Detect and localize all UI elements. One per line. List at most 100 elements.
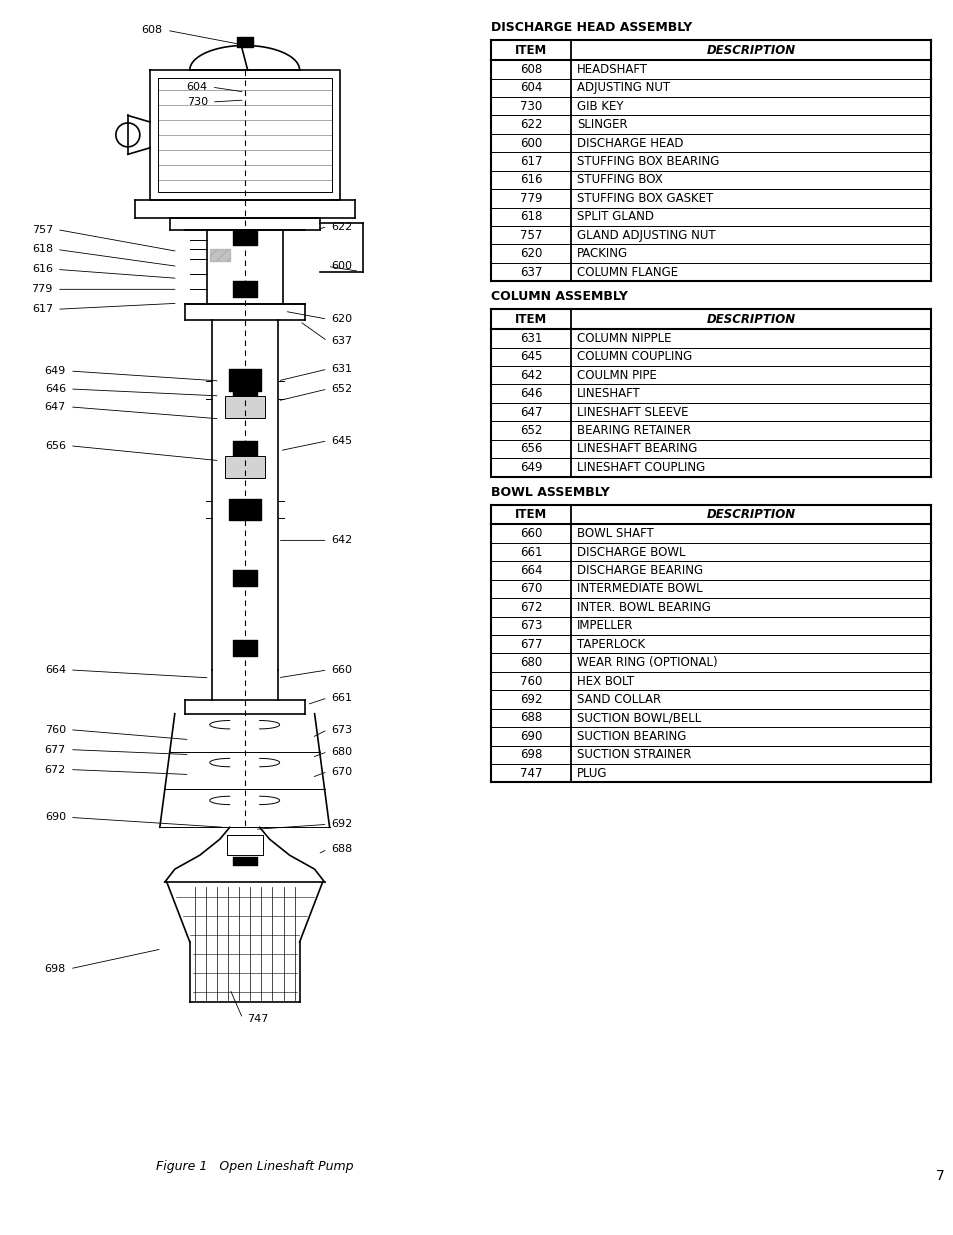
Text: 620: 620	[519, 247, 542, 261]
Text: Figure 1   Open Lineshaft Pump: Figure 1 Open Lineshaft Pump	[155, 1160, 353, 1173]
Text: SUCTION BOWL/BELL: SUCTION BOWL/BELL	[577, 711, 700, 725]
Text: 730: 730	[187, 98, 208, 107]
Text: 645: 645	[519, 351, 542, 363]
Text: 622: 622	[519, 119, 542, 131]
Text: 698: 698	[519, 748, 542, 761]
Text: 660: 660	[519, 527, 542, 540]
Text: 757: 757	[31, 225, 52, 235]
Text: 642: 642	[519, 369, 542, 382]
Text: 656: 656	[519, 442, 542, 456]
Text: BEARING RETAINER: BEARING RETAINER	[577, 424, 691, 437]
Text: DISCHARGE HEAD: DISCHARGE HEAD	[577, 137, 683, 149]
Text: LINESHAFT: LINESHAFT	[577, 388, 640, 400]
Text: ITEM: ITEM	[515, 43, 547, 57]
Text: INTERMEDIATE BOWL: INTERMEDIATE BOWL	[577, 583, 702, 595]
Text: 760: 760	[45, 725, 66, 735]
Text: SLINGER: SLINGER	[577, 119, 627, 131]
Text: LINESHAFT SLEEVE: LINESHAFT SLEEVE	[577, 405, 688, 419]
Text: 690: 690	[45, 813, 66, 823]
Text: 680: 680	[332, 747, 353, 757]
Text: HEX BOLT: HEX BOLT	[577, 674, 634, 688]
Text: PACKING: PACKING	[577, 247, 628, 261]
Text: HEADSHAFT: HEADSHAFT	[577, 63, 648, 75]
Text: 604: 604	[519, 82, 542, 94]
Text: 661: 661	[332, 693, 353, 703]
Text: IMPELLER: IMPELLER	[577, 619, 633, 632]
Text: COLUMN FLANGE: COLUMN FLANGE	[577, 266, 678, 279]
Text: 760: 760	[519, 674, 542, 688]
Text: 618: 618	[31, 245, 52, 254]
Text: 673: 673	[332, 725, 353, 735]
Text: 631: 631	[519, 332, 542, 345]
Text: SAND COLLAR: SAND COLLAR	[577, 693, 660, 706]
Text: 670: 670	[519, 583, 542, 595]
Text: DISCHARGE BOWL: DISCHARGE BOWL	[577, 546, 685, 558]
Text: 7: 7	[935, 1170, 943, 1183]
Text: STUFFING BOX: STUFFING BOX	[577, 173, 662, 186]
Text: TAPERLOCK: TAPERLOCK	[577, 637, 645, 651]
FancyBboxPatch shape	[225, 456, 264, 478]
Text: DESCRIPTION: DESCRIPTION	[706, 508, 795, 521]
Text: SPLIT GLAND: SPLIT GLAND	[577, 210, 654, 224]
Text: 757: 757	[519, 228, 542, 242]
Text: 680: 680	[519, 656, 542, 669]
Text: 600: 600	[519, 137, 542, 149]
Text: 620: 620	[332, 314, 353, 325]
Text: WEAR RING (OPTIONAL): WEAR RING (OPTIONAL)	[577, 656, 718, 669]
Text: 631: 631	[332, 364, 353, 374]
Text: COULMN PIPE: COULMN PIPE	[577, 369, 657, 382]
Text: GIB KEY: GIB KEY	[577, 100, 623, 112]
Text: 646: 646	[45, 384, 66, 394]
Text: PLUG: PLUG	[577, 767, 607, 779]
Text: DISCHARGE BEARING: DISCHARGE BEARING	[577, 564, 702, 577]
Text: 652: 652	[332, 384, 353, 394]
Text: 692: 692	[332, 819, 353, 830]
Text: ITEM: ITEM	[515, 312, 547, 326]
Text: 690: 690	[519, 730, 542, 743]
Text: DESCRIPTION: DESCRIPTION	[706, 43, 795, 57]
Text: COLUMN ASSEMBLY: COLUMN ASSEMBLY	[491, 290, 628, 304]
Text: 747: 747	[247, 1014, 268, 1024]
Text: 616: 616	[519, 173, 542, 186]
Text: 642: 642	[332, 536, 353, 546]
Text: SUCTION BEARING: SUCTION BEARING	[577, 730, 686, 743]
Text: 688: 688	[519, 711, 542, 725]
Text: GLAND ADJUSTING NUT: GLAND ADJUSTING NUT	[577, 228, 716, 242]
Text: 730: 730	[519, 100, 542, 112]
Text: 664: 664	[45, 664, 66, 674]
Text: 656: 656	[45, 441, 66, 451]
Text: 617: 617	[519, 156, 542, 168]
FancyBboxPatch shape	[225, 396, 264, 417]
Text: COLUMN NIPPLE: COLUMN NIPPLE	[577, 332, 671, 345]
Text: 670: 670	[332, 767, 353, 777]
Text: 647: 647	[519, 405, 542, 419]
Text: 688: 688	[332, 845, 353, 855]
Text: 747: 747	[519, 767, 542, 779]
Text: BOWL SHAFT: BOWL SHAFT	[577, 527, 654, 540]
Text: DISCHARGE HEAD ASSEMBLY: DISCHARGE HEAD ASSEMBLY	[491, 21, 692, 35]
Text: 649: 649	[519, 461, 542, 474]
Text: 692: 692	[519, 693, 542, 706]
Text: SUCTION STRAINER: SUCTION STRAINER	[577, 748, 691, 761]
Text: 616: 616	[31, 264, 52, 274]
Text: 672: 672	[519, 601, 542, 614]
Text: 698: 698	[45, 963, 66, 974]
Text: INTER. BOWL BEARING: INTER. BOWL BEARING	[577, 601, 711, 614]
Text: 649: 649	[45, 366, 66, 375]
Text: 617: 617	[31, 304, 52, 314]
Text: 779: 779	[31, 284, 52, 294]
Text: 660: 660	[332, 664, 353, 674]
Text: 645: 645	[332, 436, 353, 446]
Text: STUFFING BOX BEARING: STUFFING BOX BEARING	[577, 156, 719, 168]
Text: 604: 604	[187, 82, 208, 93]
Text: 661: 661	[519, 546, 542, 558]
Text: 673: 673	[519, 619, 542, 632]
Text: DESCRIPTION: DESCRIPTION	[706, 312, 795, 326]
Text: LINESHAFT BEARING: LINESHAFT BEARING	[577, 442, 697, 456]
Text: 677: 677	[45, 745, 66, 755]
Text: 608: 608	[142, 25, 163, 36]
Text: 608: 608	[519, 63, 542, 75]
Text: 664: 664	[519, 564, 542, 577]
Text: 637: 637	[519, 266, 542, 279]
Text: 677: 677	[519, 637, 542, 651]
